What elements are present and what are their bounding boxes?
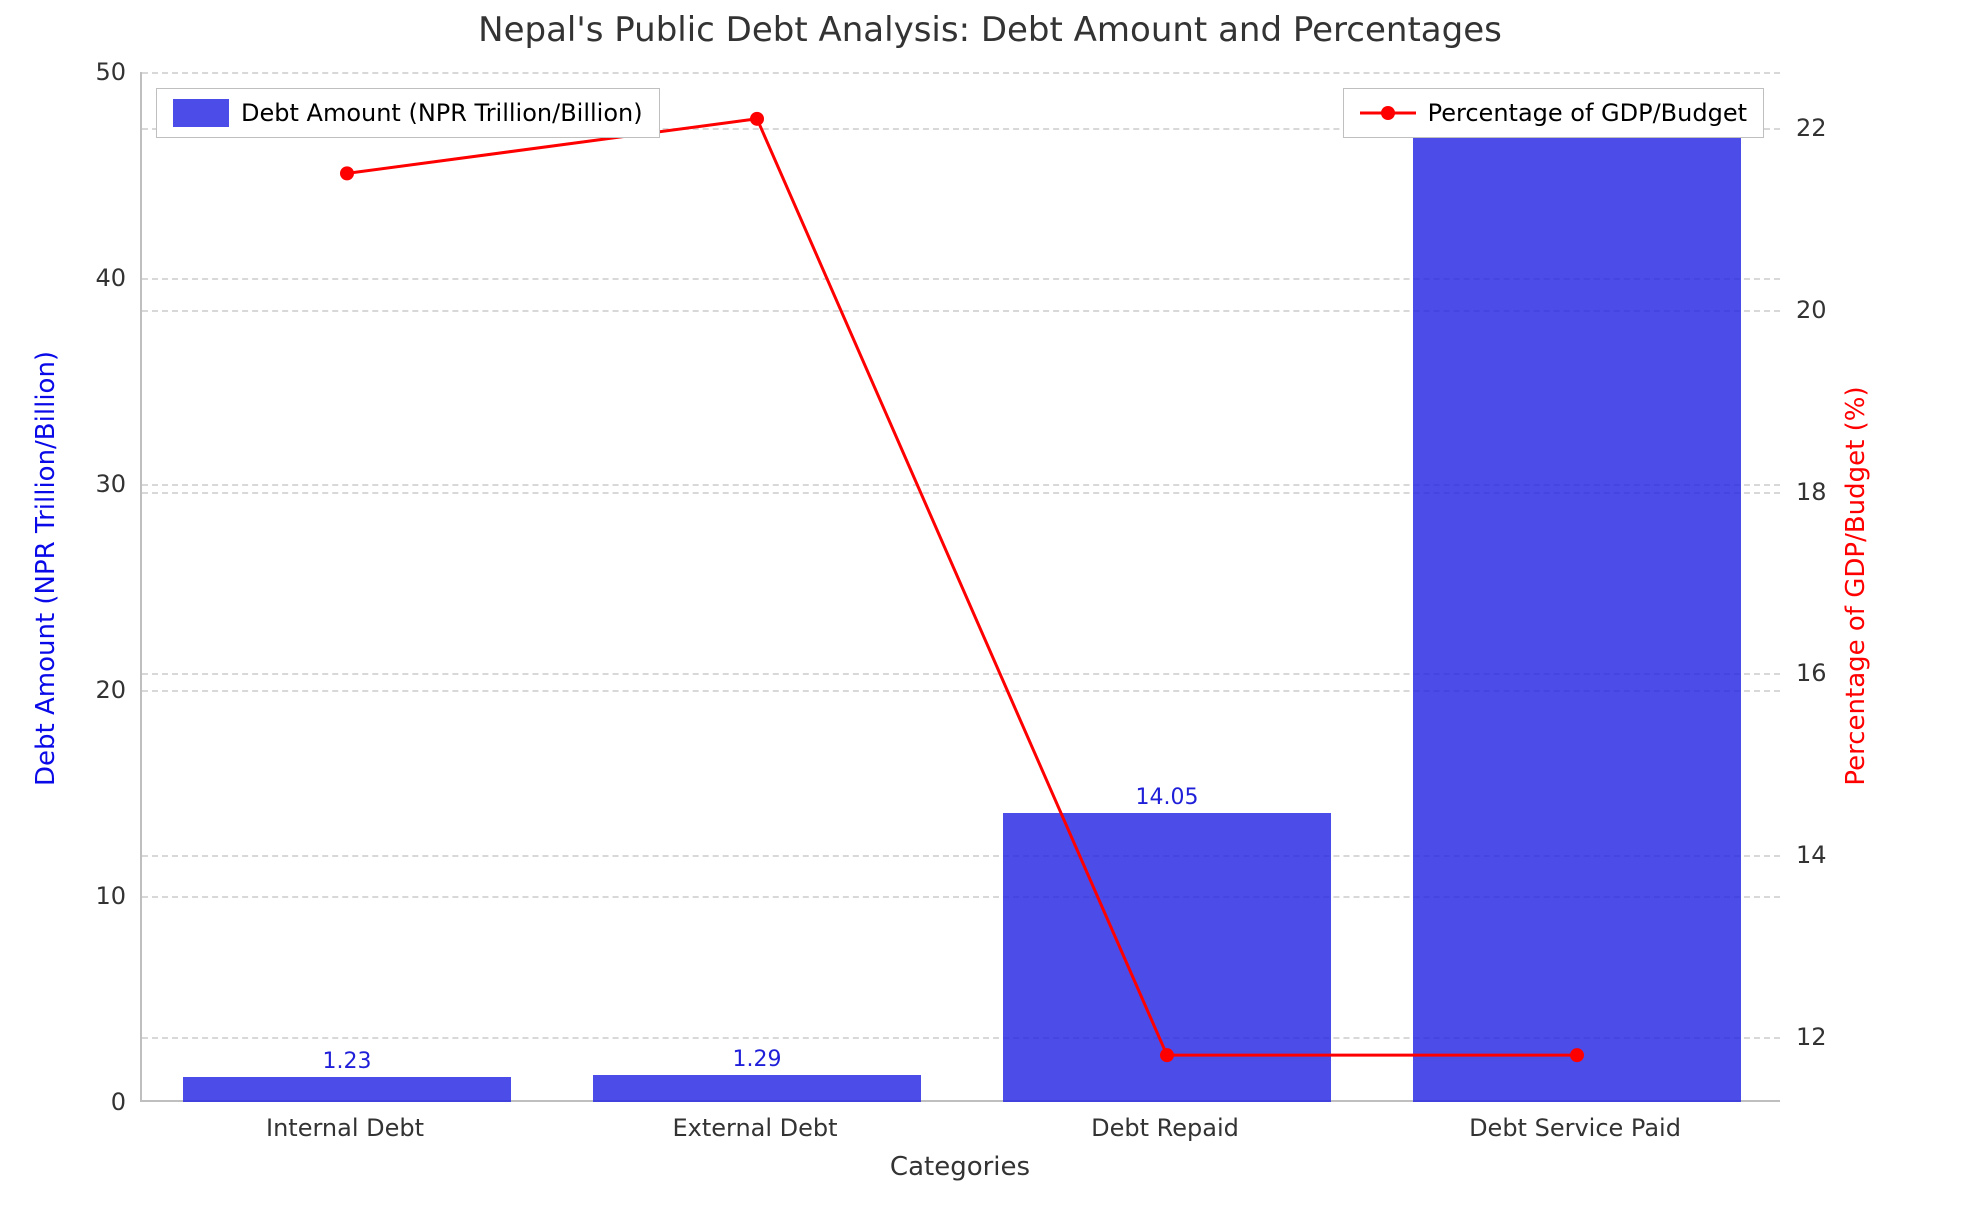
legend-bar-label: Debt Amount (NPR Trillion/Billion)	[241, 99, 643, 127]
line-marker	[340, 166, 354, 180]
line-marker	[1570, 1048, 1584, 1062]
y-left-tick-label: 10	[95, 882, 126, 910]
x-tick-label: Internal Debt	[266, 1114, 424, 1142]
y-axis-right-label: Percentage of GDP/Budget (%)	[1841, 386, 1871, 786]
y-left-tick-label: 0	[111, 1088, 126, 1116]
x-tick-label: Debt Service Paid	[1469, 1114, 1681, 1142]
chart-container: Nepal's Public Debt Analysis: Debt Amoun…	[0, 0, 1980, 1219]
y-right-tick-label: 16	[1796, 659, 1827, 687]
chart-title: Nepal's Public Debt Analysis: Debt Amoun…	[0, 10, 1980, 50]
y-axis-left-label: Debt Amount (NPR Trillion/Billion)	[31, 386, 61, 786]
legend-bars: Debt Amount (NPR Trillion/Billion)	[156, 88, 660, 138]
y-right-tick-label: 22	[1796, 114, 1827, 142]
line-overlay	[142, 72, 1782, 1102]
plot-area: 1.231.2914.0547.72	[140, 72, 1780, 1102]
trend-line	[347, 119, 1577, 1055]
y-left-tick-label: 40	[95, 264, 126, 292]
legend-bar-swatch	[173, 99, 229, 127]
line-marker	[750, 112, 764, 126]
y-right-tick-label: 18	[1796, 478, 1827, 506]
x-tick-label: Debt Repaid	[1091, 1114, 1239, 1142]
legend-line-swatch	[1360, 99, 1416, 127]
y-right-tick-label: 12	[1796, 1023, 1827, 1051]
legend-line-label: Percentage of GDP/Budget	[1428, 99, 1747, 127]
y-right-tick-label: 20	[1796, 296, 1827, 324]
x-tick-label: External Debt	[672, 1114, 837, 1142]
y-right-tick-label: 14	[1796, 841, 1827, 869]
legend-line: Percentage of GDP/Budget	[1343, 88, 1764, 138]
y-left-tick-label: 50	[95, 58, 126, 86]
x-axis-label: Categories	[140, 1152, 1780, 1182]
y-left-tick-label: 20	[95, 676, 126, 704]
y-left-tick-label: 30	[95, 470, 126, 498]
line-marker	[1160, 1048, 1174, 1062]
